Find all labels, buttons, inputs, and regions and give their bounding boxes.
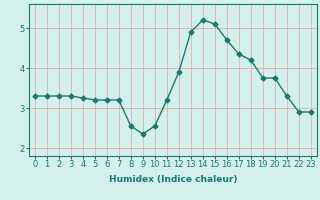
X-axis label: Humidex (Indice chaleur): Humidex (Indice chaleur) [108,175,237,184]
